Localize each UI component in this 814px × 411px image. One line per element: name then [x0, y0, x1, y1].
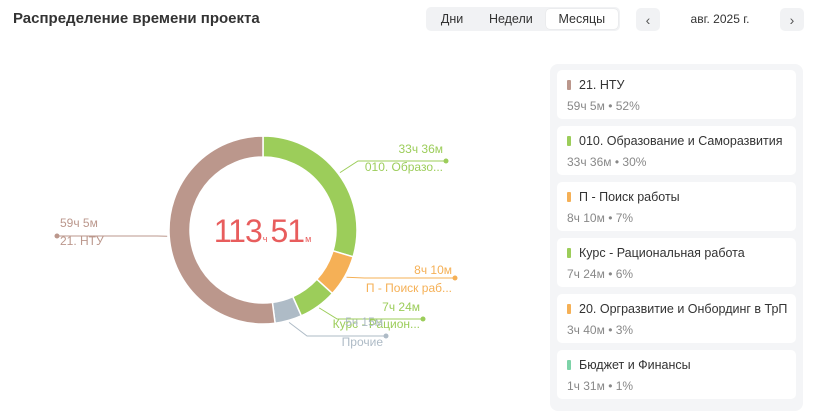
- legend-item-detail: 1ч 31м • 1%: [567, 379, 634, 393]
- slice-name-label: П - Поиск раб...: [366, 281, 452, 295]
- period-switch: Дни Недели Месяцы: [426, 7, 620, 31]
- slice-time-label: 8ч 10м: [414, 263, 452, 277]
- leader-dot: [54, 233, 60, 239]
- legend-color-swatch: [567, 360, 571, 370]
- legend-item[interactable]: 010. Образование и Саморазвития 33ч 36м …: [557, 126, 796, 175]
- leader-line: [339, 160, 446, 174]
- legend-item-name: 21. НТУ: [579, 78, 625, 92]
- slice-name-label: 010. Образо...: [365, 160, 443, 174]
- legend-panel: 21. НТУ 59ч 5м • 52% 010. Образование и …: [550, 64, 803, 411]
- tab-months[interactable]: Месяцы: [545, 9, 618, 29]
- leader-line: [318, 307, 423, 320]
- legend-item-detail: 33ч 36м • 30%: [567, 155, 647, 169]
- period-label: авг. 2025 г.: [690, 12, 750, 26]
- legend-item-detail: 7ч 24м • 6%: [567, 267, 634, 281]
- legend-color-swatch: [567, 192, 571, 202]
- legend-item-name: 20. Оргразвитие и Онбординг в ТрПр: [579, 302, 788, 316]
- slice-time-label: 59ч 5м: [60, 216, 98, 230]
- page-title: Распределение времени проекта: [13, 10, 260, 27]
- legend-color-swatch: [567, 136, 571, 146]
- legend-item[interactable]: Курс - Рациональная работа 7ч 24м • 6%: [557, 238, 796, 287]
- legend-item-name: 010. Образование и Саморазвития: [579, 134, 783, 148]
- total-minutes: 51: [270, 213, 305, 249]
- leader-line: [346, 276, 455, 279]
- chevron-left-icon: ‹: [645, 11, 651, 28]
- total-hours-unit: ч: [262, 234, 268, 244]
- legend-item[interactable]: 20. Оргразвитие и Онбординг в ТрПр 3ч 40…: [557, 294, 796, 343]
- legend-item-name: Бюджет и Финансы: [579, 358, 691, 372]
- legend-color-swatch: [567, 248, 571, 258]
- slice-name-label: Курс - Рацион...: [333, 317, 420, 331]
- leader-dot: [452, 275, 458, 281]
- legend-item[interactable]: П - Поиск работы 8ч 10м • 7%: [557, 182, 796, 231]
- legend-item-name: Курс - Рациональная работа: [579, 246, 745, 260]
- next-period-button[interactable]: ›: [780, 8, 804, 31]
- slice-time-label: 33ч 36м: [398, 142, 443, 156]
- total-hours: 113: [213, 213, 263, 249]
- legend-item-detail: 59ч 5м • 52%: [567, 99, 640, 113]
- legend-item-detail: 3ч 40м • 3%: [567, 323, 634, 337]
- donut-chart: 33ч 36м 010. Образо... 8ч 10м П - Поиск раб…: [0, 40, 550, 411]
- leader-dot: [383, 333, 389, 339]
- chevron-right-icon: ›: [789, 11, 795, 28]
- slice-name-label: Прочие: [342, 335, 384, 349]
- donut-svg: 33ч 36м 010. Образо... 8ч 10м П - Поиск раб…: [54, 135, 458, 349]
- legend-item-name: П - Поиск работы: [579, 190, 680, 204]
- legend-color-swatch: [567, 80, 571, 90]
- legend-color-swatch: [567, 304, 571, 314]
- leader-dot: [420, 316, 426, 322]
- donut-slice[interactable]: [168, 135, 276, 325]
- tab-weeks[interactable]: Недели: [488, 12, 533, 26]
- leader-dot: [443, 158, 449, 164]
- prev-period-button[interactable]: ‹: [636, 8, 660, 31]
- slice-name-label: 21. НТУ: [60, 234, 104, 248]
- leader-line: [288, 322, 386, 337]
- total-minutes-unit: м: [305, 234, 312, 244]
- tab-days[interactable]: Дни: [440, 12, 464, 26]
- legend-item[interactable]: Бюджет и Финансы 1ч 31м • 1%: [557, 350, 796, 399]
- legend-item[interactable]: 21. НТУ 59ч 5м • 52%: [557, 70, 796, 119]
- slice-time-label: 7ч 24м: [382, 300, 420, 314]
- slice-time-label: 5ч 15м: [345, 315, 383, 329]
- total-time: 113ч51м: [200, 213, 328, 250]
- legend-item-detail: 8ч 10м • 7%: [567, 211, 634, 225]
